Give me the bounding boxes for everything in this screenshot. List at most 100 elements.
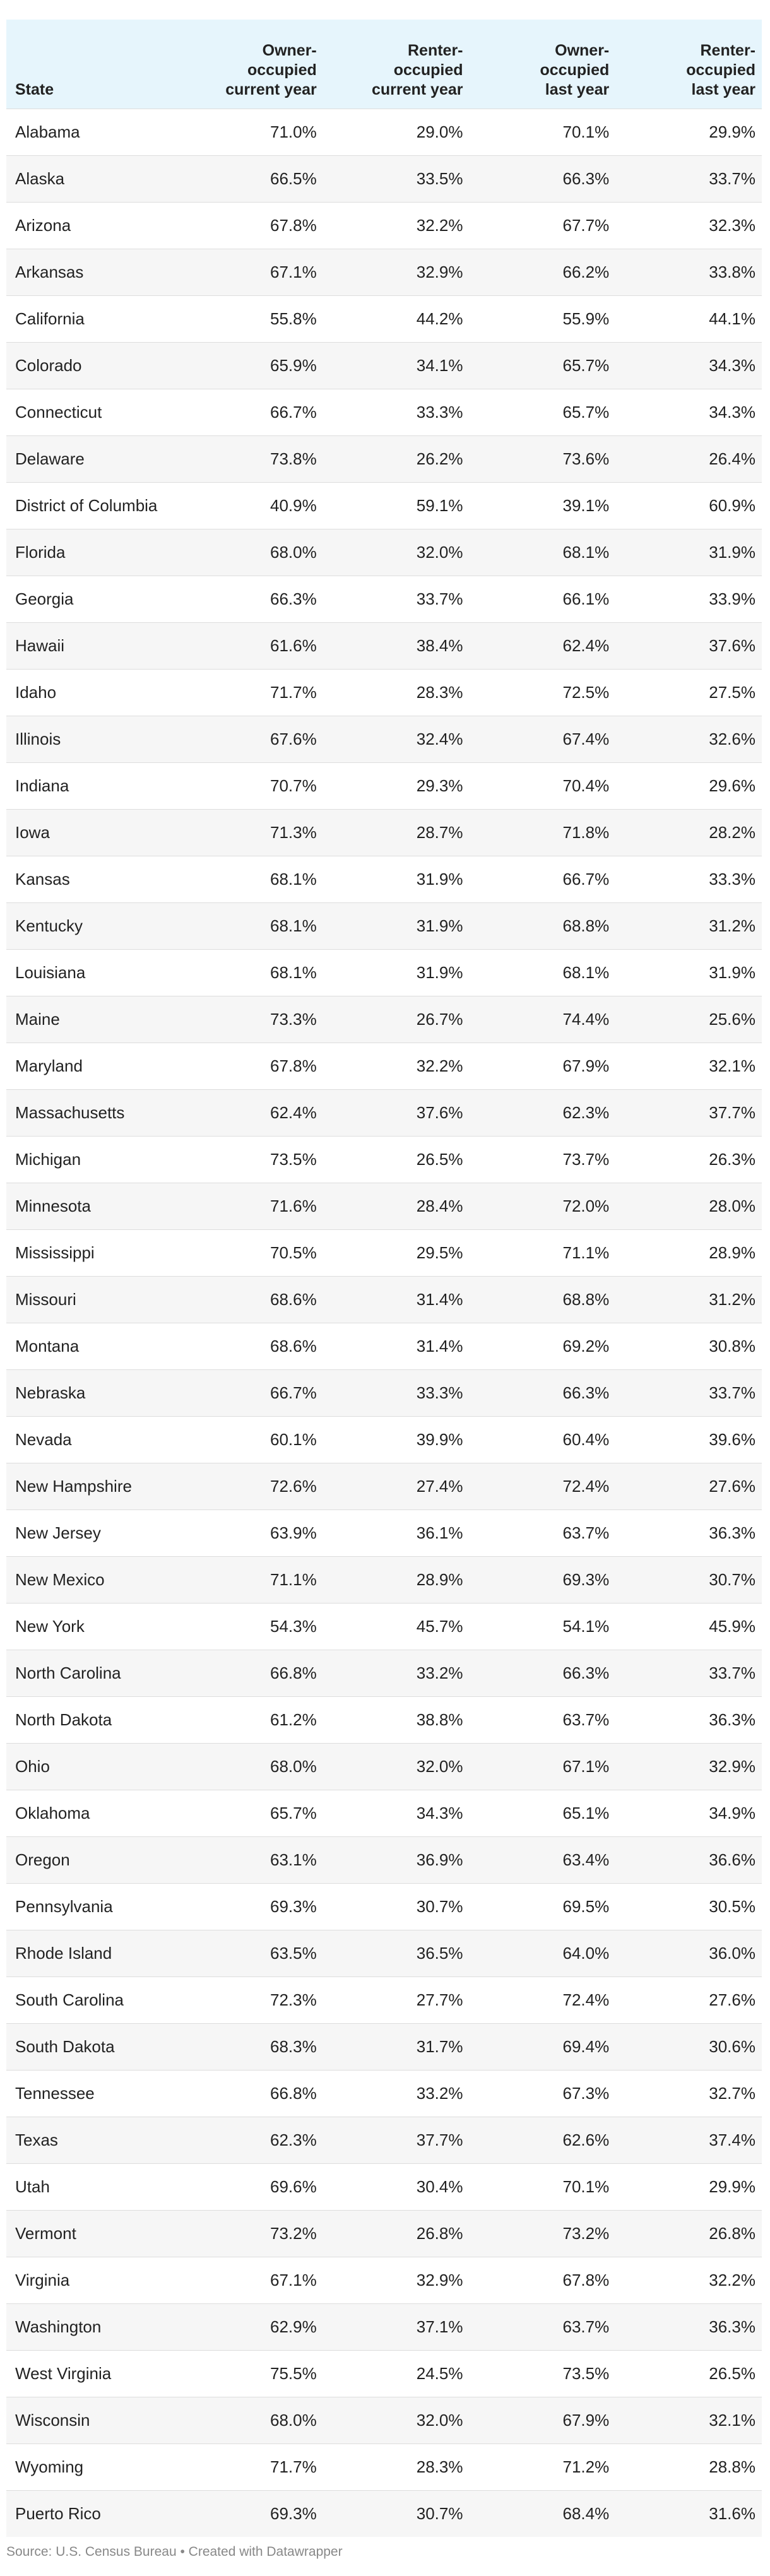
value-cell: 67.7% <box>469 202 616 249</box>
table-row: Montana 68.6% 31.4% 69.2% 30.8% <box>6 1323 762 1370</box>
state-cell: New Hampshire <box>6 1463 177 1510</box>
value-cell: 37.1% <box>323 2303 470 2351</box>
value-cell: 73.6% <box>469 435 616 483</box>
value-cell: 31.4% <box>323 1323 470 1370</box>
value-cell: 59.1% <box>323 482 470 529</box>
value-cell: 54.3% <box>177 1603 323 1650</box>
state-cell: Vermont <box>6 2210 177 2257</box>
value-cell: 36.5% <box>323 1930 470 1977</box>
value-cell: 70.1% <box>469 109 616 156</box>
value-cell: 28.0% <box>615 1183 762 1230</box>
value-cell: 72.4% <box>469 1463 616 1510</box>
value-cell: 29.0% <box>323 109 470 156</box>
value-cell: 60.1% <box>177 1416 323 1463</box>
value-cell: 31.4% <box>323 1276 470 1323</box>
value-cell: 33.7% <box>615 1369 762 1417</box>
table-row: North Dakota 61.2% 38.8% 63.7% 36.3% <box>6 1696 762 1744</box>
state-cell: Rhode Island <box>6 1930 177 1977</box>
table-row: Arkansas 67.1% 32.9% 66.2% 33.8% <box>6 249 762 296</box>
state-cell: Iowa <box>6 809 177 856</box>
value-cell: 66.7% <box>469 856 616 903</box>
value-cell: 69.2% <box>469 1323 616 1370</box>
state-cell: West Virginia <box>6 2350 177 2397</box>
state-cell: Colorado <box>6 342 177 389</box>
value-cell: 68.6% <box>177 1323 323 1370</box>
value-cell: 32.0% <box>323 1743 470 1790</box>
value-cell: 63.4% <box>469 1836 616 1884</box>
value-cell: 67.9% <box>469 2397 616 2444</box>
value-cell: 33.3% <box>615 856 762 903</box>
table-row: Idaho 71.7% 28.3% 72.5% 27.5% <box>6 669 762 716</box>
value-cell: 66.2% <box>469 249 616 296</box>
value-cell: 29.9% <box>615 109 762 156</box>
value-cell: 70.1% <box>469 2163 616 2211</box>
value-cell: 33.2% <box>323 1650 470 1697</box>
value-cell: 73.2% <box>177 2210 323 2257</box>
table-row: Wyoming 71.7% 28.3% 71.2% 28.8% <box>6 2443 762 2491</box>
table-row: Texas 62.3% 37.7% 62.6% 37.4% <box>6 2117 762 2164</box>
value-cell: 72.3% <box>177 1976 323 2024</box>
value-cell: 61.6% <box>177 622 323 670</box>
value-cell: 33.3% <box>323 1369 470 1417</box>
table-row: Colorado 65.9% 34.1% 65.7% 34.3% <box>6 342 762 389</box>
state-cell: District of Columbia <box>6 482 177 529</box>
state-cell: Utah <box>6 2163 177 2211</box>
value-cell: 60.9% <box>615 482 762 529</box>
table-row: Georgia 66.3% 33.7% 66.1% 33.9% <box>6 576 762 623</box>
value-cell: 62.3% <box>469 1089 616 1137</box>
value-cell: 75.5% <box>177 2350 323 2397</box>
value-cell: 65.9% <box>177 342 323 389</box>
value-cell: 66.7% <box>177 1369 323 1417</box>
state-cell: North Dakota <box>6 1696 177 1744</box>
table-row: Florida 68.0% 32.0% 68.1% 31.9% <box>6 529 762 576</box>
table-row: New York 54.3% 45.7% 54.1% 45.9% <box>6 1603 762 1650</box>
value-cell: 67.8% <box>469 2257 616 2304</box>
table-row: Vermont 73.2% 26.8% 73.2% 26.8% <box>6 2210 762 2257</box>
value-cell: 32.6% <box>615 716 762 763</box>
value-cell: 37.6% <box>615 622 762 670</box>
value-cell: 28.2% <box>615 809 762 856</box>
value-cell: 68.8% <box>469 902 616 950</box>
state-cell: California <box>6 295 177 343</box>
value-cell: 27.7% <box>323 1976 470 2024</box>
value-cell: 31.2% <box>615 902 762 950</box>
state-cell: Massachusetts <box>6 1089 177 1137</box>
table-row: Washington 62.9% 37.1% 63.7% 36.3% <box>6 2303 762 2351</box>
value-cell: 66.8% <box>177 1650 323 1697</box>
header-cell: State <box>6 20 177 109</box>
value-cell: 31.9% <box>615 949 762 996</box>
value-cell: 73.3% <box>177 996 323 1043</box>
value-cell: 32.0% <box>323 2397 470 2444</box>
value-cell: 62.6% <box>469 2117 616 2164</box>
value-cell: 55.8% <box>177 295 323 343</box>
value-cell: 34.9% <box>615 1790 762 1837</box>
value-cell: 32.0% <box>323 529 470 576</box>
value-cell: 66.3% <box>469 1650 616 1697</box>
table-row: Maryland 67.8% 32.2% 67.9% 32.1% <box>6 1043 762 1090</box>
state-cell: Montana <box>6 1323 177 1370</box>
state-cell: Washington <box>6 2303 177 2351</box>
value-cell: 54.1% <box>469 1603 616 1650</box>
value-cell: 70.7% <box>177 762 323 810</box>
table-row: California 55.8% 44.2% 55.9% 44.1% <box>6 295 762 343</box>
state-cell: Nevada <box>6 1416 177 1463</box>
state-cell: Indiana <box>6 762 177 810</box>
value-cell: 71.0% <box>177 109 323 156</box>
table-row: Massachusetts 62.4% 37.6% 62.3% 37.7% <box>6 1089 762 1137</box>
value-cell: 67.3% <box>469 2070 616 2117</box>
value-cell: 67.1% <box>177 249 323 296</box>
value-cell: 32.9% <box>615 1743 762 1790</box>
table-row: Minnesota 71.6% 28.4% 72.0% 28.0% <box>6 1183 762 1230</box>
table-row: Kansas 68.1% 31.9% 66.7% 33.3% <box>6 856 762 903</box>
table-row: Hawaii 61.6% 38.4% 62.4% 37.6% <box>6 622 762 670</box>
header-text: Owner-occupied current year <box>225 42 317 98</box>
value-cell: 66.3% <box>469 1369 616 1417</box>
value-cell: 33.8% <box>615 249 762 296</box>
value-cell: 26.5% <box>615 2350 762 2397</box>
value-cell: 29.5% <box>323 1229 470 1277</box>
table-row: South Carolina 72.3% 27.7% 72.4% 27.6% <box>6 1976 762 2024</box>
value-cell: 31.7% <box>323 2023 470 2071</box>
table-row: Iowa 71.3% 28.7% 71.8% 28.2% <box>6 809 762 856</box>
state-cell: South Dakota <box>6 2023 177 2071</box>
table-row: West Virginia 75.5% 24.5% 73.5% 26.5% <box>6 2350 762 2397</box>
